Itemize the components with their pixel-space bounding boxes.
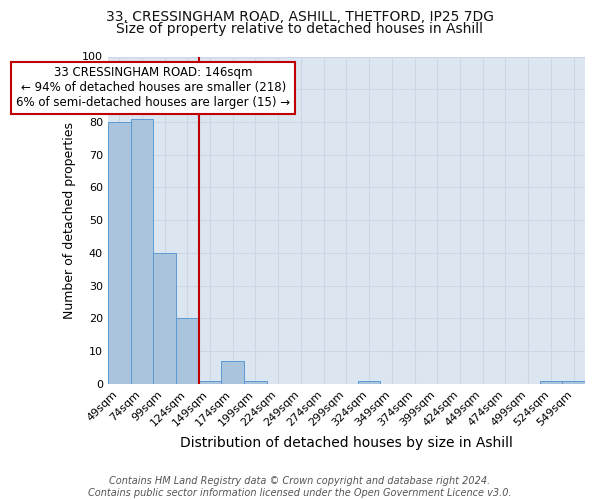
- Text: Size of property relative to detached houses in Ashill: Size of property relative to detached ho…: [116, 22, 484, 36]
- Y-axis label: Number of detached properties: Number of detached properties: [64, 122, 76, 318]
- Text: 33 CRESSINGHAM ROAD: 146sqm
← 94% of detached houses are smaller (218)
6% of sem: 33 CRESSINGHAM ROAD: 146sqm ← 94% of det…: [16, 66, 290, 110]
- Bar: [108, 122, 131, 384]
- Bar: [562, 380, 585, 384]
- Text: Contains HM Land Registry data © Crown copyright and database right 2024.
Contai: Contains HM Land Registry data © Crown c…: [88, 476, 512, 498]
- Bar: [199, 380, 221, 384]
- Bar: [539, 380, 562, 384]
- Bar: [176, 318, 199, 384]
- Text: 33, CRESSINGHAM ROAD, ASHILL, THETFORD, IP25 7DG: 33, CRESSINGHAM ROAD, ASHILL, THETFORD, …: [106, 10, 494, 24]
- Bar: [221, 361, 244, 384]
- Bar: [131, 118, 153, 384]
- X-axis label: Distribution of detached houses by size in Ashill: Distribution of detached houses by size …: [180, 436, 513, 450]
- Bar: [153, 253, 176, 384]
- Bar: [244, 380, 267, 384]
- Bar: [358, 380, 380, 384]
